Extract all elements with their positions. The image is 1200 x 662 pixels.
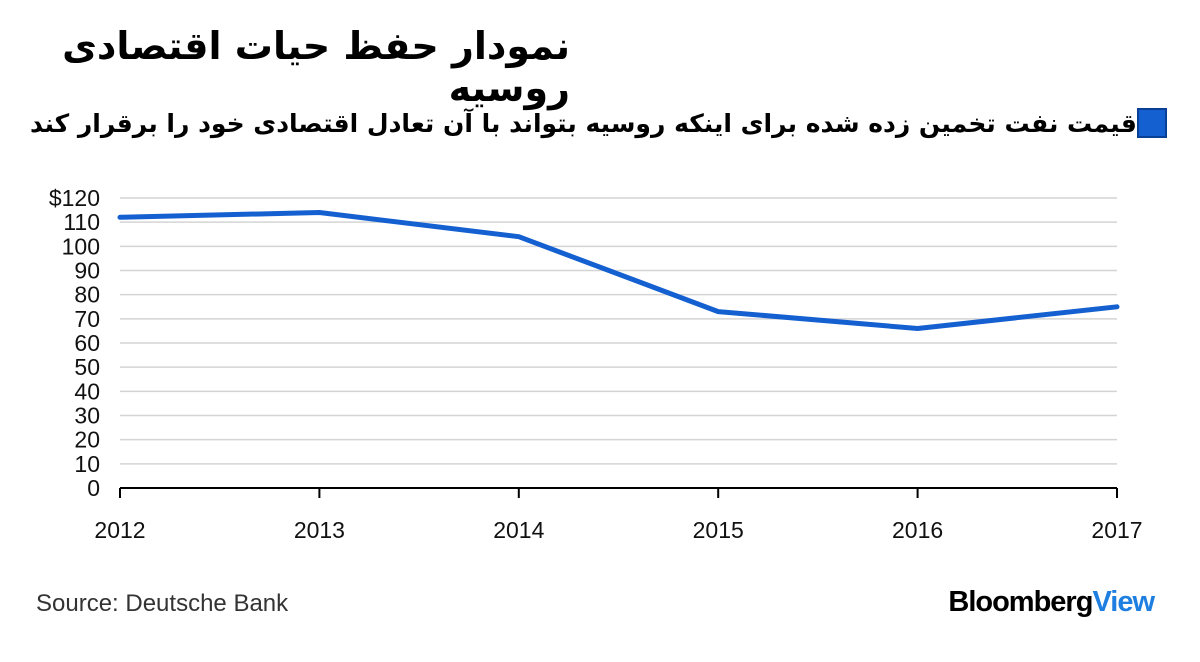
- legend: قیمت نفت تخمین زده شده برای اینکه روسیه …: [30, 108, 1167, 138]
- y-tick-label: 0: [87, 475, 100, 501]
- x-tick-label: 2012: [94, 517, 145, 543]
- y-tick-label: 20: [74, 427, 100, 453]
- x-tick-label: 2013: [294, 517, 345, 543]
- legend-label: قیمت نفت تخمین زده شده برای اینکه روسیه …: [30, 108, 1137, 138]
- y-tick-label: 70: [74, 306, 100, 332]
- series-line: [117, 210, 1120, 331]
- x-tick-label: 2015: [693, 517, 744, 543]
- y-tick-label: 80: [74, 282, 100, 308]
- brand-logo: BloombergView: [948, 586, 1155, 619]
- x-tick-label: 2017: [1091, 517, 1142, 543]
- y-tick-label: 10: [74, 451, 100, 477]
- brand-part1: Bloomberg: [948, 586, 1093, 618]
- x-axis: 2012 2013 2014 2015 2016 2017: [94, 487, 1143, 543]
- x-tick-label: 2014: [493, 517, 544, 543]
- legend-swatch: [1136, 108, 1167, 138]
- source-note: Source: Deutsche Bank: [36, 590, 289, 617]
- y-tick-label: $120: [49, 185, 100, 211]
- x-tick-label: 2016: [892, 517, 943, 543]
- chart-title: نمودار حفظ حیات اقتصادی روسیه: [62, 24, 570, 110]
- y-tick-label: 90: [74, 258, 100, 284]
- y-tick-label: 40: [74, 378, 100, 404]
- y-tick-label: 100: [62, 233, 100, 259]
- grid-lines: [120, 197, 1117, 465]
- y-tick-label: 30: [74, 403, 100, 429]
- y-tick-label: 50: [74, 354, 100, 380]
- y-tick-label: 60: [74, 330, 100, 356]
- brand-part2: View: [1092, 586, 1155, 618]
- y-tick-label: 110: [63, 209, 100, 235]
